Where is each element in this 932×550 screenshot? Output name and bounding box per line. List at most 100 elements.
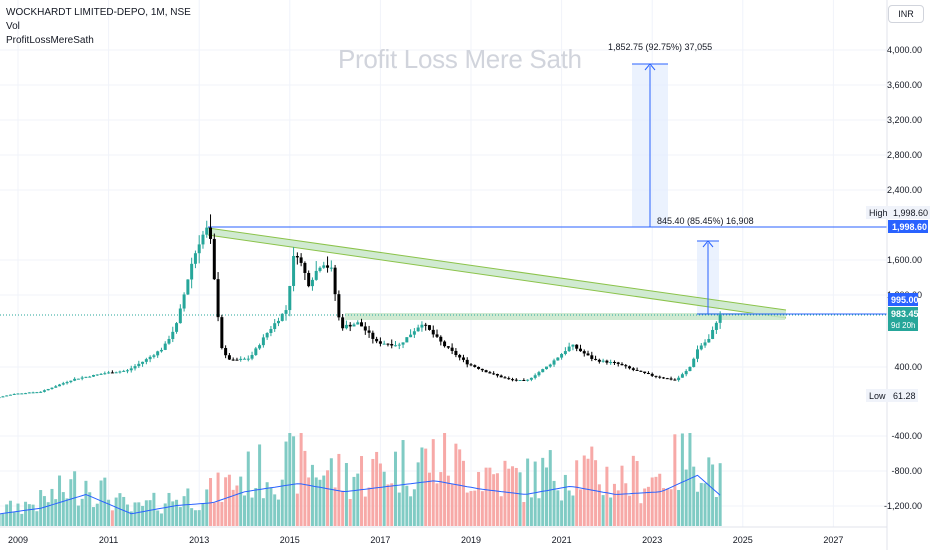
candle-body[interactable] bbox=[412, 331, 416, 335]
candle-body[interactable] bbox=[50, 387, 54, 389]
candle-body[interactable] bbox=[696, 349, 699, 359]
candle-body[interactable] bbox=[261, 337, 265, 346]
candle-body[interactable] bbox=[310, 279, 314, 287]
candle-body[interactable] bbox=[454, 350, 458, 356]
candle-body[interactable] bbox=[556, 357, 560, 361]
candle-body[interactable] bbox=[227, 355, 231, 360]
candle-body[interactable] bbox=[662, 377, 666, 379]
candle-body[interactable] bbox=[65, 382, 69, 384]
candle-body[interactable] bbox=[5, 395, 9, 397]
candle-body[interactable] bbox=[371, 332, 375, 339]
candle-body[interactable] bbox=[714, 322, 718, 330]
candle-body[interactable] bbox=[88, 376, 92, 378]
candle-body[interactable] bbox=[133, 366, 137, 369]
candle-body[interactable] bbox=[197, 244, 201, 254]
candle-body[interactable] bbox=[273, 323, 277, 330]
candle-body[interactable] bbox=[631, 368, 635, 370]
currency-button[interactable]: INR bbox=[888, 5, 924, 23]
candle-body[interactable] bbox=[182, 294, 186, 309]
candle-body[interactable] bbox=[224, 348, 228, 356]
candle-body[interactable] bbox=[594, 358, 598, 360]
candle-body[interactable] bbox=[526, 379, 530, 381]
candle-body[interactable] bbox=[118, 371, 122, 373]
candle-body[interactable] bbox=[363, 326, 367, 331]
candle-body[interactable] bbox=[243, 358, 246, 360]
candle-body[interactable] bbox=[314, 270, 318, 280]
candle-body[interactable] bbox=[295, 255, 299, 258]
candle-body[interactable] bbox=[303, 262, 307, 273]
candle-body[interactable] bbox=[288, 285, 292, 311]
candle-body[interactable] bbox=[643, 371, 647, 373]
horizontal-support-band[interactable] bbox=[345, 313, 785, 320]
candle-body[interactable] bbox=[514, 379, 518, 381]
candle-body[interactable] bbox=[480, 368, 484, 371]
candle-body[interactable] bbox=[590, 355, 594, 359]
candle-body[interactable] bbox=[703, 342, 707, 346]
candle-body[interactable] bbox=[212, 238, 216, 280]
candle-body[interactable] bbox=[707, 338, 711, 343]
candle-body[interactable] bbox=[545, 366, 548, 370]
candle-body[interactable] bbox=[560, 353, 564, 358]
candle-body[interactable] bbox=[341, 317, 345, 329]
candle-body[interactable] bbox=[511, 379, 515, 381]
candle-body[interactable] bbox=[35, 392, 39, 394]
candle-body[interactable] bbox=[193, 253, 197, 264]
price-axis[interactable]: 4,000.00 3,600.00 3,200.00 2,800.00 2,400.00… bbox=[884, 45, 922, 511]
candle-body[interactable] bbox=[326, 265, 330, 268]
candle-body[interactable] bbox=[692, 358, 696, 367]
candle-body[interactable] bbox=[250, 355, 254, 359]
candle-body[interactable] bbox=[209, 227, 213, 239]
candle-body[interactable] bbox=[159, 349, 163, 352]
candle-body[interactable] bbox=[125, 370, 129, 372]
candle-body[interactable] bbox=[495, 373, 499, 376]
candle-body[interactable] bbox=[329, 267, 333, 269]
candle-body[interactable] bbox=[503, 377, 507, 379]
candle-body[interactable] bbox=[382, 343, 386, 345]
candle-body[interactable] bbox=[541, 369, 545, 373]
candle-body[interactable] bbox=[235, 359, 239, 361]
candle-body[interactable] bbox=[677, 377, 681, 381]
candle-body[interactable] bbox=[529, 377, 533, 380]
symbol-title[interactable]: WOCKHARDT LIMITED-DEPO, 1M, NSE bbox=[6, 7, 191, 18]
candle-body[interactable] bbox=[367, 330, 371, 333]
candle-body[interactable] bbox=[163, 343, 167, 350]
time-axis[interactable]: 2009 2011 2013 2015 2017 2019 2021 2023 2025 2027 bbox=[8, 535, 843, 545]
candle-body[interactable] bbox=[673, 379, 677, 381]
candle-body[interactable] bbox=[669, 378, 673, 380]
candle-body[interactable] bbox=[688, 366, 692, 372]
candle-body[interactable] bbox=[39, 391, 43, 393]
candle-body[interactable] bbox=[307, 272, 311, 287]
candle-body[interactable] bbox=[344, 324, 348, 329]
candle-body[interactable] bbox=[73, 378, 77, 381]
candle-body[interactable] bbox=[348, 324, 352, 327]
candle-body[interactable] bbox=[416, 327, 420, 332]
candle-body[interactable] bbox=[431, 329, 435, 335]
candle-body[interactable] bbox=[699, 345, 703, 350]
candle-body[interactable] bbox=[0, 397, 1, 399]
candle-body[interactable] bbox=[378, 341, 382, 344]
candle-body[interactable] bbox=[390, 344, 394, 346]
candle-body[interactable] bbox=[680, 374, 684, 378]
candle-body[interactable] bbox=[609, 362, 613, 364]
candle-body[interactable] bbox=[605, 360, 609, 363]
candle-body[interactable] bbox=[46, 388, 50, 391]
candle-body[interactable] bbox=[439, 336, 443, 342]
candle-body[interactable] bbox=[280, 313, 284, 321]
candle-body[interactable] bbox=[575, 344, 579, 349]
candle-body[interactable] bbox=[292, 255, 296, 286]
candle-body[interactable] bbox=[499, 375, 503, 378]
candle-body[interactable] bbox=[190, 263, 194, 280]
candle-body[interactable] bbox=[231, 359, 235, 361]
candle-body[interactable] bbox=[103, 373, 107, 375]
candle-body[interactable] bbox=[58, 384, 62, 387]
candle-body[interactable] bbox=[684, 371, 688, 375]
candle-body[interactable] bbox=[76, 378, 80, 380]
candle-body[interactable] bbox=[492, 373, 496, 375]
candle-body[interactable] bbox=[152, 355, 156, 357]
candle-body[interactable] bbox=[92, 374, 95, 377]
candle-body[interactable] bbox=[27, 392, 31, 394]
candle-body[interactable] bbox=[458, 355, 462, 358]
candle-body[interactable] bbox=[20, 393, 24, 395]
candle-body[interactable] bbox=[658, 376, 662, 378]
